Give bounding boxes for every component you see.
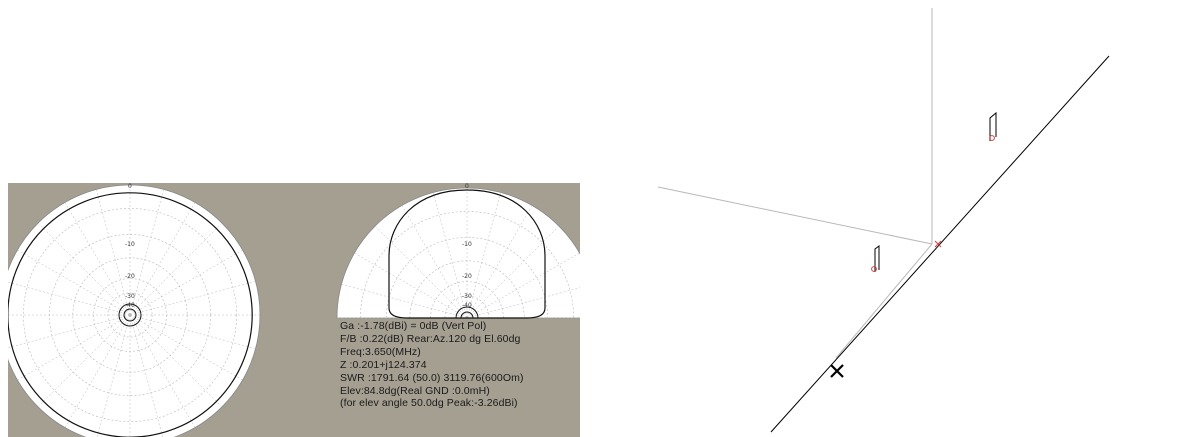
azimuth-tick-label: 0: [128, 183, 132, 190]
azimuth-tick-label: -10: [125, 241, 135, 248]
impedance-readout: Z :0.201+j124.374: [340, 358, 427, 371]
pattern-panel: 0 -10 -20 -30 -40 0 -10 -20 -30 -40 Ga :…: [8, 183, 580, 437]
elevation-tick-label: -30: [462, 293, 472, 300]
cursor-x-marker[interactable]: [830, 364, 844, 378]
feed-point-marker: [989, 111, 997, 141]
ground-wire: [770, 55, 1110, 433]
peak-readout: (for elev angle 50.0dg Peak:-3.26dBi): [340, 397, 518, 410]
x-axis: [657, 186, 933, 245]
origin-marker: [934, 240, 942, 248]
pattern-plots: [8, 183, 580, 437]
elevation-plot: [336, 187, 580, 319]
elevation-tick-label: 0: [465, 183, 469, 190]
elevation-readout: Elev:84.8dg(Real GND :0.0mH): [340, 384, 490, 397]
frequency-readout: Freq:3.650(MHz): [340, 345, 421, 358]
elevation-tick-label: -20: [462, 273, 472, 280]
azimuth-plot: [8, 184, 261, 437]
front-back-readout: F/B :0.22(dB) Rear:Az.120 dg El.60dg: [340, 332, 521, 345]
elevation-tick-label: -40: [462, 302, 472, 309]
azimuth-tick-label: -30: [125, 293, 135, 300]
y-axis: [835, 243, 933, 359]
azimuth-tick-label: -20: [125, 273, 135, 280]
azimuth-tick-label: -40: [125, 302, 135, 309]
swr-readout: SWR :1791.64 (50.0) 3119.76(600Om): [340, 371, 524, 384]
gain-readout: Ga :-1.78(dBi) = 0dB (Vert Pol): [340, 320, 487, 332]
feed-point-marker: [871, 245, 880, 272]
elevation-tick-label: -10: [462, 241, 472, 248]
results-readout: Ga :-1.78(dBi) = 0dB (Vert Pol) F/B :0.2…: [340, 320, 524, 410]
